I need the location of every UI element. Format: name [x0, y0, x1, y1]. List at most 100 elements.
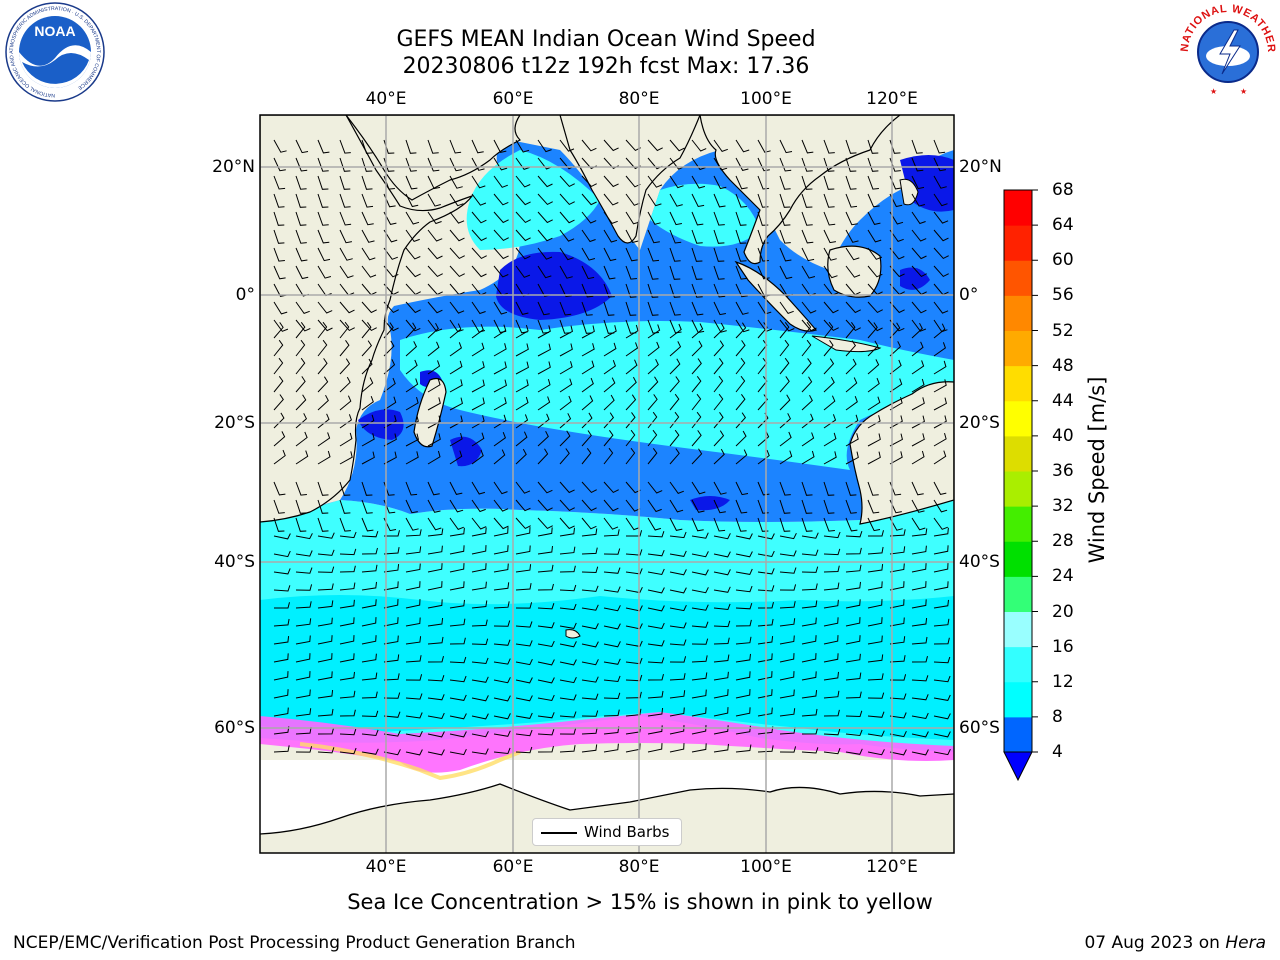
wind-barb [647, 673, 664, 681]
wind-barb [735, 653, 751, 663]
wind-barb [537, 622, 555, 629]
wind-barb [471, 563, 487, 573]
machine-name: Hera [1225, 933, 1266, 953]
wind-barb [669, 743, 685, 753]
africa-land [260, 115, 474, 523]
wind-barb [559, 659, 577, 666]
wind-barb [427, 581, 443, 591]
wind-barb [911, 481, 924, 496]
wind-barb [669, 587, 687, 594]
wind-barb [889, 617, 905, 627]
wind-barb [317, 583, 334, 591]
wind-barb [801, 690, 818, 699]
wind-barb [845, 265, 861, 278]
wind-barb [779, 727, 796, 735]
wind-barb [933, 450, 947, 465]
wind-barb [427, 319, 443, 332]
wind-barb [625, 193, 641, 206]
wind-barb [339, 193, 351, 208]
wind-barb [559, 395, 572, 411]
wind-barb [823, 175, 835, 190]
wind-barb [339, 517, 351, 532]
wind-barb [933, 342, 946, 357]
wind-barb [911, 655, 928, 663]
wind-barb [911, 450, 925, 465]
wind-barb [647, 657, 665, 664]
wind-barb [405, 265, 421, 278]
wind-barb [933, 432, 947, 447]
wind-barb [669, 604, 687, 612]
wind-barb [383, 433, 397, 447]
wind-barb [603, 430, 614, 447]
wind-barb [713, 689, 729, 699]
wind-barb [779, 499, 791, 514]
ocean-dark-patch-6 [900, 267, 930, 290]
wind-barb [603, 517, 619, 530]
colorbar-segment [1004, 225, 1032, 261]
wind-barb [669, 499, 684, 513]
wind-barb [383, 265, 399, 278]
colorbar-tick-label: 24 [1052, 566, 1074, 587]
wind-barb [867, 211, 881, 225]
wind-barb [867, 247, 883, 260]
wind-barb [867, 635, 883, 645]
wind-barb [405, 193, 419, 208]
wind-barb [361, 265, 377, 278]
wind-barb [911, 247, 927, 260]
colorbar-segment [1004, 295, 1032, 331]
wind-barb [757, 550, 775, 558]
wind-barb [647, 283, 659, 298]
borneo [827, 245, 882, 298]
wind-barb [405, 378, 419, 393]
wind-barb [823, 747, 841, 755]
wind-barb [493, 414, 507, 429]
left-tick-20n: 20°N [212, 157, 255, 177]
wind-barb [889, 319, 905, 332]
wind-barb [889, 396, 903, 411]
wind-barb [559, 527, 575, 537]
wind-barb [669, 193, 683, 207]
wind-barb [471, 545, 487, 555]
wind-barb [911, 433, 925, 447]
colorbar-segment [1004, 435, 1032, 472]
wind-barb [515, 448, 527, 465]
wind-barb [713, 193, 726, 208]
wind-barb [933, 211, 949, 224]
wind-barb [559, 361, 573, 375]
wind-barb [559, 481, 575, 494]
wind-barb [691, 157, 706, 171]
wind-barb [449, 450, 463, 465]
wind-barb [757, 636, 774, 645]
wind-barb [779, 301, 794, 315]
wind-barb [911, 322, 923, 339]
wind-barb [317, 211, 329, 226]
wind-barb [273, 585, 291, 592]
wind-barb [317, 708, 334, 717]
wind-barb [559, 139, 575, 152]
wind-barb [559, 193, 575, 206]
wind-barb [691, 621, 709, 628]
wind-barb [911, 301, 927, 314]
wind-barb [823, 565, 840, 573]
colorbar-tick-label: 68 [1052, 180, 1074, 200]
wind-barb [713, 499, 726, 514]
wind-barb [273, 394, 284, 411]
wind-barb [559, 265, 573, 279]
wind-barb [647, 193, 662, 207]
wind-barb [449, 713, 467, 720]
wind-barb [889, 322, 901, 339]
wind-barb [603, 175, 619, 188]
wind-barb [559, 325, 573, 339]
wind-barb [779, 708, 796, 717]
left-tick-60s: 60°S [214, 718, 255, 738]
wind-barb [933, 545, 949, 555]
wind-barb [845, 710, 863, 718]
wind-barb [273, 636, 290, 645]
wind-barb [757, 533, 775, 540]
wind-barb [559, 301, 572, 316]
wind-barb [845, 672, 862, 681]
wind-barb [845, 517, 858, 532]
wind-barb [317, 517, 329, 532]
wind-barb [669, 725, 685, 735]
wind-barb [383, 415, 397, 429]
